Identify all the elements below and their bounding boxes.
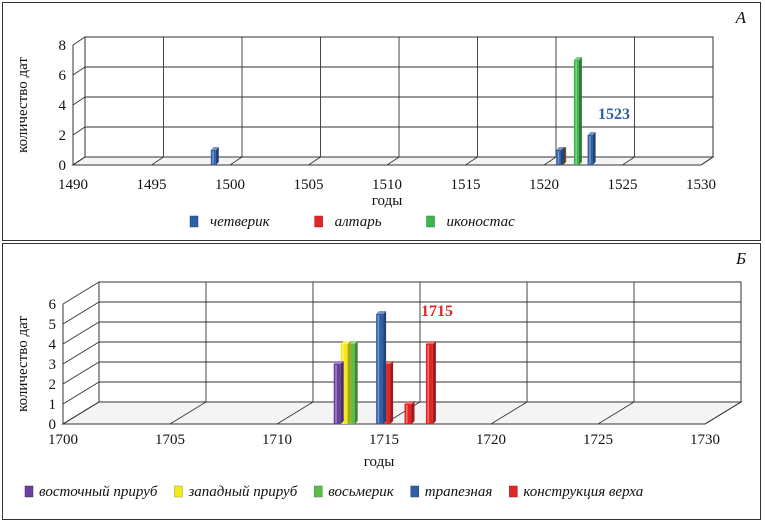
legend-label: конструкция верха — [523, 484, 643, 500]
y-tick-label: 6 — [59, 68, 67, 84]
legend-label: четверик — [210, 214, 271, 230]
y-tick-label: 4 — [49, 337, 57, 353]
floor-line — [308, 156, 321, 166]
legend-swatch — [313, 485, 323, 498]
legend-swatch — [24, 485, 34, 498]
bar — [404, 401, 415, 424]
chart-b-svg: 1700 1705 1710 1715 1720 1725 1730 0 1 2 3 4 5 6 годы к… — [15, 249, 746, 500]
floor-line — [465, 156, 478, 166]
x-axis-label: годы — [372, 193, 403, 209]
side-wall-line — [72, 36, 86, 46]
x-tick-label: 1705 — [155, 432, 185, 448]
floor-line — [700, 156, 714, 166]
panel-letter: Б — [735, 249, 746, 268]
x-tick-label: 1515 — [451, 177, 481, 193]
floor-line — [62, 401, 100, 425]
floor-line — [169, 401, 207, 425]
legend-swatch — [426, 215, 435, 228]
bar — [425, 341, 436, 424]
chart-panel-b: 1700 1705 1710 1715 1720 1725 1730 0 1 2 3 4 5 6 годы к… — [2, 243, 761, 520]
floor-line — [72, 156, 86, 166]
legend-label: трапезная — [425, 484, 493, 500]
legend-swatch — [189, 215, 199, 228]
floor-line — [151, 156, 164, 166]
floor-line — [386, 156, 400, 166]
y-tick-label: 5 — [49, 317, 57, 333]
legend-swatch — [410, 485, 420, 498]
side-wall-line — [62, 381, 100, 405]
x-tick-label: 1510 — [372, 177, 402, 193]
chart-panel-a: 1490 1495 1500 1505 1510 1515 1520 1525 1530 0 2 4 6… — [2, 2, 761, 241]
legend-label: восточный прируб — [39, 484, 158, 500]
legend-swatch — [509, 485, 518, 498]
x-tick-label: 1700 — [48, 432, 78, 448]
x-tick-label: 1525 — [608, 177, 638, 193]
floor-line — [704, 401, 742, 425]
x-tick-label: 1715 — [369, 432, 399, 448]
y-axis-label: количество дат — [15, 57, 31, 153]
y-tick-label: 3 — [49, 357, 57, 373]
bar — [376, 311, 387, 424]
bar — [587, 132, 596, 165]
side-wall-line — [62, 341, 100, 365]
y-tick-label: 1 — [49, 397, 57, 413]
legend-swatch — [174, 485, 183, 498]
side-wall-line — [72, 66, 86, 76]
side-wall-line — [62, 361, 100, 385]
floor-line — [490, 401, 528, 425]
annotation-label: 1523 — [598, 106, 630, 123]
x-tick-label: 1720 — [476, 432, 506, 448]
side-wall-line — [72, 126, 86, 136]
legend-label: алтарь — [335, 214, 382, 230]
y-tick-label: 0 — [49, 417, 57, 433]
floor-line — [543, 156, 557, 166]
x-tick-label: 1495 — [137, 177, 167, 193]
bar — [210, 147, 219, 165]
floor-line — [276, 401, 314, 425]
side-wall-line — [72, 96, 86, 106]
x-tick-label: 1490 — [58, 177, 88, 193]
side-wall-line — [62, 281, 100, 305]
y-axis-label: количество дат — [15, 316, 31, 412]
legend-label: западный прируб — [187, 484, 297, 500]
side-wall-line — [62, 301, 100, 325]
x-tick-label: 1520 — [529, 177, 559, 193]
y-tick-label: 6 — [49, 297, 57, 313]
x-tick-label: 1500 — [215, 177, 245, 193]
legend-label: иконостас — [447, 214, 516, 230]
x-tick-label: 1725 — [583, 432, 613, 448]
bar — [573, 57, 582, 165]
annotation-label: 1715 — [421, 303, 453, 320]
y-tick-label: 2 — [59, 128, 67, 144]
x-tick-label: 1530 — [686, 177, 716, 193]
floor-line — [229, 156, 243, 166]
chart-a-svg: 1490 1495 1500 1505 1510 1515 1520 1525 1530 0 2 4 6… — [15, 8, 747, 230]
x-axis-label: годы — [364, 454, 395, 470]
y-tick-label: 4 — [59, 98, 67, 114]
y-tick-label: 0 — [59, 158, 67, 174]
floor-line — [597, 401, 635, 425]
legend-label: восьмерик — [328, 484, 395, 500]
legend-swatch — [314, 215, 323, 228]
floor-line — [622, 156, 635, 166]
panel-letter: А — [735, 8, 747, 27]
x-tick-label: 1730 — [690, 432, 720, 448]
bar — [556, 147, 565, 165]
x-tick-label: 1710 — [262, 432, 292, 448]
x-tick-label: 1505 — [294, 177, 324, 193]
side-wall-line — [62, 321, 100, 345]
bar — [333, 361, 344, 424]
y-tick-label: 2 — [49, 377, 57, 393]
y-tick-label: 8 — [59, 38, 67, 54]
